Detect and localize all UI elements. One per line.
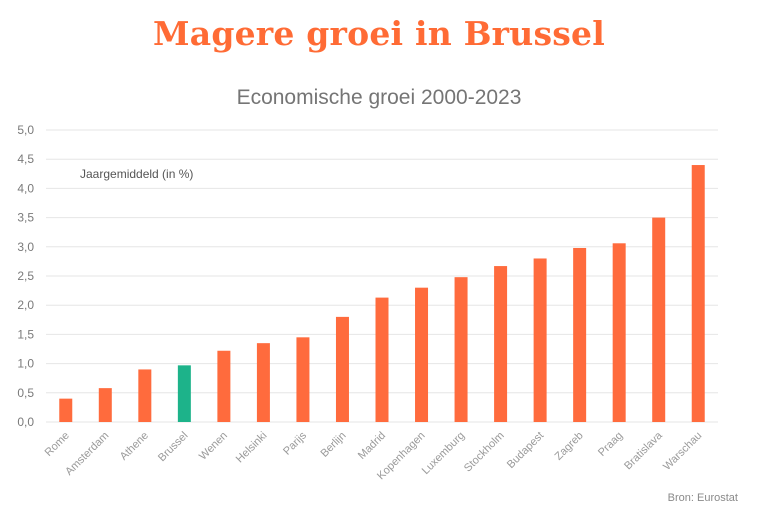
y-tick-label: 3,0: [17, 240, 34, 254]
bar-rome: [59, 398, 73, 422]
x-label-madrid: Madrid: [356, 430, 388, 462]
y-tick-label: 5,0: [17, 123, 34, 137]
bar-bratislava: [652, 217, 666, 422]
x-label-luxemburg: Luxemburg: [420, 430, 467, 477]
bar-brussel: [177, 365, 191, 422]
bar-wenen: [217, 350, 231, 422]
y-tick-label: 0,0: [17, 415, 34, 429]
y-tick-label: 2,5: [17, 269, 34, 283]
x-label-bratislava: Bratislava: [622, 429, 665, 472]
chart-subtitle: Economische groei 2000-2023: [236, 86, 522, 109]
y-tick-label: 2,0: [17, 298, 34, 312]
bar-stockholm: [494, 266, 508, 422]
source-note: Bron: Eurostat: [667, 492, 738, 504]
y-tick-label: 3,5: [17, 211, 34, 225]
bar-madrid: [375, 297, 389, 422]
bar-amsterdam: [98, 388, 112, 422]
x-label-budapest: Budapest: [505, 430, 546, 471]
bar-athene: [138, 369, 152, 422]
x-label-zagreb: Zagreb: [553, 430, 586, 463]
y-tick-label: 4,0: [17, 181, 34, 195]
bar-berlijn: [335, 316, 349, 422]
bar-praag: [612, 243, 626, 422]
x-label-helsinki: Helsinki: [234, 430, 270, 466]
y-axis-ticks: 0,0 0,5 1,0 1,5 2,0 2,5 3,0 3,5 4,0 4,5 5,0: [17, 123, 34, 429]
bar-parijs: [296, 337, 310, 422]
bar-budapest: [533, 258, 547, 422]
x-label-parijs: Parijs: [281, 429, 309, 457]
y-tick-label: 0,5: [17, 386, 34, 400]
x-label-athene: Athene: [118, 430, 151, 463]
x-label-rome: Rome: [43, 430, 72, 459]
y-tick-label: 4,5: [17, 152, 34, 166]
x-label-berlijn: Berlijn: [318, 430, 348, 460]
x-label-brussel: Brussel: [156, 430, 190, 464]
x-label-praag: Praag: [596, 430, 625, 459]
bars: [59, 165, 705, 423]
y-tick-label: 1,0: [17, 357, 34, 371]
x-label-stockholm: Stockholm: [462, 430, 507, 475]
bar-zagreb: [573, 247, 587, 422]
bar-helsinki: [256, 343, 270, 422]
chart-title: Magere groei in Brussel: [153, 14, 605, 53]
bar-luxemburg: [454, 277, 468, 422]
bar-kopenhagen: [415, 287, 429, 422]
x-label-warschau: Warschau: [661, 430, 704, 473]
y-tick-label: 1,5: [17, 327, 34, 341]
x-label-wenen: Wenen: [197, 430, 230, 463]
bar-warschau: [691, 165, 705, 423]
y-unit-annotation: Jaargemiddeld (in %): [80, 167, 193, 181]
